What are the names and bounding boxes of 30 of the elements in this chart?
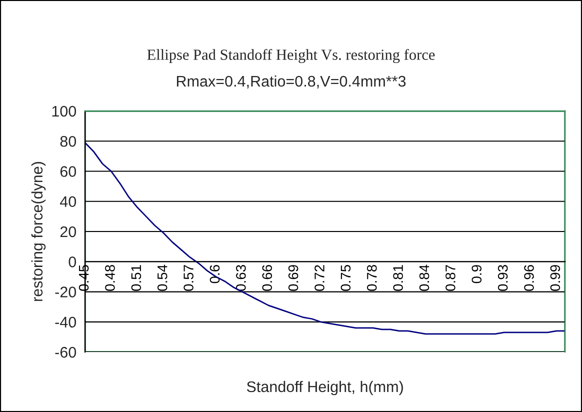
x-axis-title: Standoff Height, h(mm) [246,380,403,396]
x-tick-label: 0.54 [157,264,168,291]
x-tick-label: 0.87 [446,265,456,291]
x-tick-label: 0.78 [366,265,377,291]
x-tick-label: 0.93 [498,265,508,291]
y-tick-label: 80 [60,136,76,147]
x-tick-label: 0.96 [524,265,534,291]
x-tick-label: 0.84 [419,264,430,291]
y-tick-label: -20 [55,286,76,298]
x-tick-label: 0.51 [131,265,142,291]
y-tick-label: -40 [55,316,76,328]
y-tick-label: 20 [60,226,76,238]
x-tick-label: 0.63 [236,265,246,291]
y-axis-title: restoring force(dyne) [31,162,46,301]
x-tick-label: 0.66 [262,265,272,291]
x-tick-label: 0.48 [105,265,115,291]
x-tick-label: 0.75 [340,264,351,291]
y-tick-label: 0 [68,256,76,268]
x-tick-label: 0.69 [288,265,298,291]
y-tick-label: 100 [52,106,76,117]
x-tick-label: 0.72 [314,265,324,291]
y-tick-label: -60 [55,346,76,358]
x-tick-label: 0.81 [393,265,403,291]
chart-title: Ellipse Pad Standoff Height Vs. restoring force [147,48,435,64]
chart-subtitle: Rmax=0.4,Ratio=0.8,V=0.4mm**3 [176,75,406,88]
x-tick-label: 0.9 [472,265,482,284]
x-tick-label: 0.99 [550,265,560,291]
y-tick-label: 60 [60,166,76,177]
x-tick-label: 0.57 [184,265,194,291]
y-tick-label: 40 [60,196,76,208]
